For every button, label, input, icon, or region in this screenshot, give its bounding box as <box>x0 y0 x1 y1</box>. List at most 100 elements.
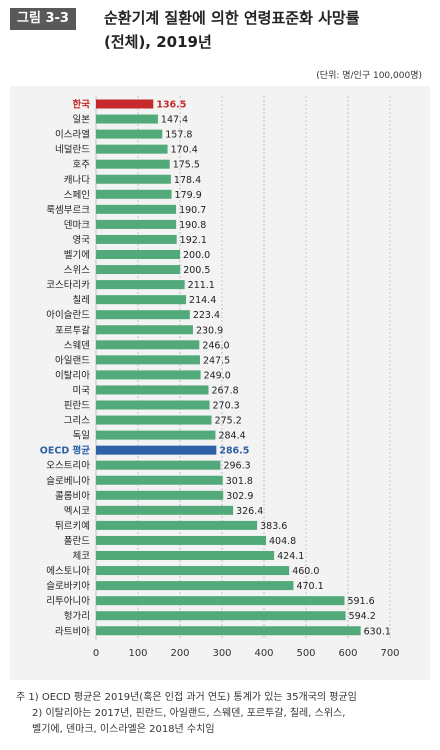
value-label: 247.5 <box>203 355 230 366</box>
bar <box>96 114 158 124</box>
value-label: 230.9 <box>196 325 223 336</box>
category-label: 덴마크 <box>64 220 90 231</box>
category-label: 영국 <box>73 235 91 246</box>
x-tick-label: 0 <box>93 648 99 659</box>
bar <box>96 490 224 500</box>
category-label: OECD 평균 <box>40 445 90 457</box>
bar <box>96 204 177 214</box>
bar <box>96 400 210 410</box>
chart-subtitle: (전체), 2019년 <box>104 33 212 51</box>
bar <box>96 325 193 335</box>
value-label: 460.0 <box>292 566 319 577</box>
figure-header: 그림 3-3 순환기계 질환에 의한 연령표준화 사망률 (전체), 2019년… <box>0 0 440 90</box>
x-tick-label: 400 <box>254 648 273 659</box>
bar <box>96 189 172 199</box>
category-label: 벨기에 <box>64 250 90 261</box>
bar <box>96 385 209 395</box>
bar <box>96 475 223 485</box>
x-tick-label: 300 <box>212 648 231 659</box>
bar <box>96 265 181 275</box>
bar-chart: 한국 136.5 일본 147.4 이스라엘 157.8 네덜란드 170.4 호주 175.5 캐… <box>40 96 400 659</box>
category-label: 네덜란드 <box>55 144 90 156</box>
footnotes: 주 1) OECD 평균은 2019년(혹은 인접 과거 연도) 통계가 있는 … <box>16 690 436 738</box>
category-label: 미국 <box>73 385 91 396</box>
value-label: 326.4 <box>236 506 263 517</box>
value-label: 275.2 <box>215 416 242 427</box>
bar <box>96 370 201 380</box>
bar <box>96 159 170 169</box>
category-label: 체코 <box>73 551 91 562</box>
category-label: 튀르키예 <box>55 520 90 532</box>
category-label: 아이슬란드 <box>46 309 90 321</box>
footnote-2: 2) 이탈리아는 2017년, 핀란드, 아일랜드, 스웨덴, 포르투갈, 칠레… <box>32 708 346 719</box>
value-label: 190.7 <box>179 205 206 216</box>
bar <box>96 234 177 244</box>
value-label: 200.5 <box>183 265 210 276</box>
value-label: 147.4 <box>161 115 188 126</box>
bar <box>96 340 200 350</box>
footnote-1: 주 1) OECD 평균은 2019년(혹은 인접 과거 연도) 통계가 있는 … <box>16 692 357 703</box>
bar <box>96 310 190 320</box>
value-label: 175.5 <box>173 160 200 171</box>
bar <box>96 611 346 621</box>
bar <box>96 566 290 576</box>
category-label: 호주 <box>73 160 91 171</box>
category-label: 아일랜드 <box>55 355 90 366</box>
category-label: 폴란드 <box>64 535 90 547</box>
category-label: 캐나다 <box>64 175 90 186</box>
category-label: 에스토니아 <box>46 566 90 577</box>
bar <box>96 460 221 470</box>
category-label: 라트비아 <box>55 626 90 637</box>
footnote-2-continued: 벨기에, 덴마크, 이스라엘은 2018년 수치임 <box>32 724 215 735</box>
category-label: 스페인 <box>64 190 90 201</box>
bar <box>96 280 185 290</box>
category-label: 핀란드 <box>64 400 90 412</box>
bar <box>96 505 234 515</box>
category-label: 콜롬비아 <box>55 491 90 502</box>
value-label: 246.0 <box>202 340 229 351</box>
value-label: 284.4 <box>218 431 245 442</box>
category-label: 포르투갈 <box>55 324 90 336</box>
value-label: 178.4 <box>174 175 201 186</box>
bar <box>96 430 216 440</box>
bar <box>96 415 212 425</box>
category-label: 그리스 <box>64 416 90 427</box>
bar <box>96 219 177 229</box>
bar <box>96 626 361 636</box>
chart-title: 순환기계 질환에 의한 연령표준화 사망률 <box>104 9 360 27</box>
figure-label: 그림 3-3 <box>10 8 76 30</box>
chart-panel: 한국 136.5 일본 147.4 이스라엘 157.8 네덜란드 170.4 호주 175.5 캐… <box>10 86 430 680</box>
value-label: 267.8 <box>211 385 238 396</box>
category-label: 룩셈부르크 <box>46 205 90 216</box>
value-label: 470.1 <box>296 581 323 592</box>
x-tick-label: 500 <box>296 648 315 659</box>
value-label: 594.2 <box>349 611 376 622</box>
x-tick-label: 200 <box>170 648 189 659</box>
value-label: 223.4 <box>193 310 220 321</box>
bar <box>96 174 171 184</box>
bar <box>96 99 154 109</box>
value-label: 302.9 <box>226 491 253 502</box>
value-label: 270.3 <box>213 401 240 412</box>
x-tick-label: 600 <box>338 648 357 659</box>
value-label: 301.8 <box>226 476 253 487</box>
bar <box>96 520 258 530</box>
bar <box>96 535 267 545</box>
value-label: 296.3 <box>223 461 250 472</box>
value-label: 200.0 <box>183 250 210 261</box>
category-label: 독일 <box>73 431 90 442</box>
bar <box>96 596 345 606</box>
bar <box>96 551 275 560</box>
value-label: 211.1 <box>188 280 215 291</box>
bar <box>96 250 180 259</box>
value-label: 190.8 <box>179 220 206 231</box>
value-label: 286.5 <box>219 446 249 457</box>
bar <box>96 581 294 591</box>
category-label: 리투아니아 <box>46 596 90 607</box>
value-label: 157.8 <box>165 130 192 141</box>
value-label: 404.8 <box>269 536 296 547</box>
value-label: 630.1 <box>364 626 391 637</box>
bar <box>96 445 217 455</box>
category-label: 슬로베니아 <box>46 476 90 487</box>
value-label: 170.4 <box>171 145 198 156</box>
